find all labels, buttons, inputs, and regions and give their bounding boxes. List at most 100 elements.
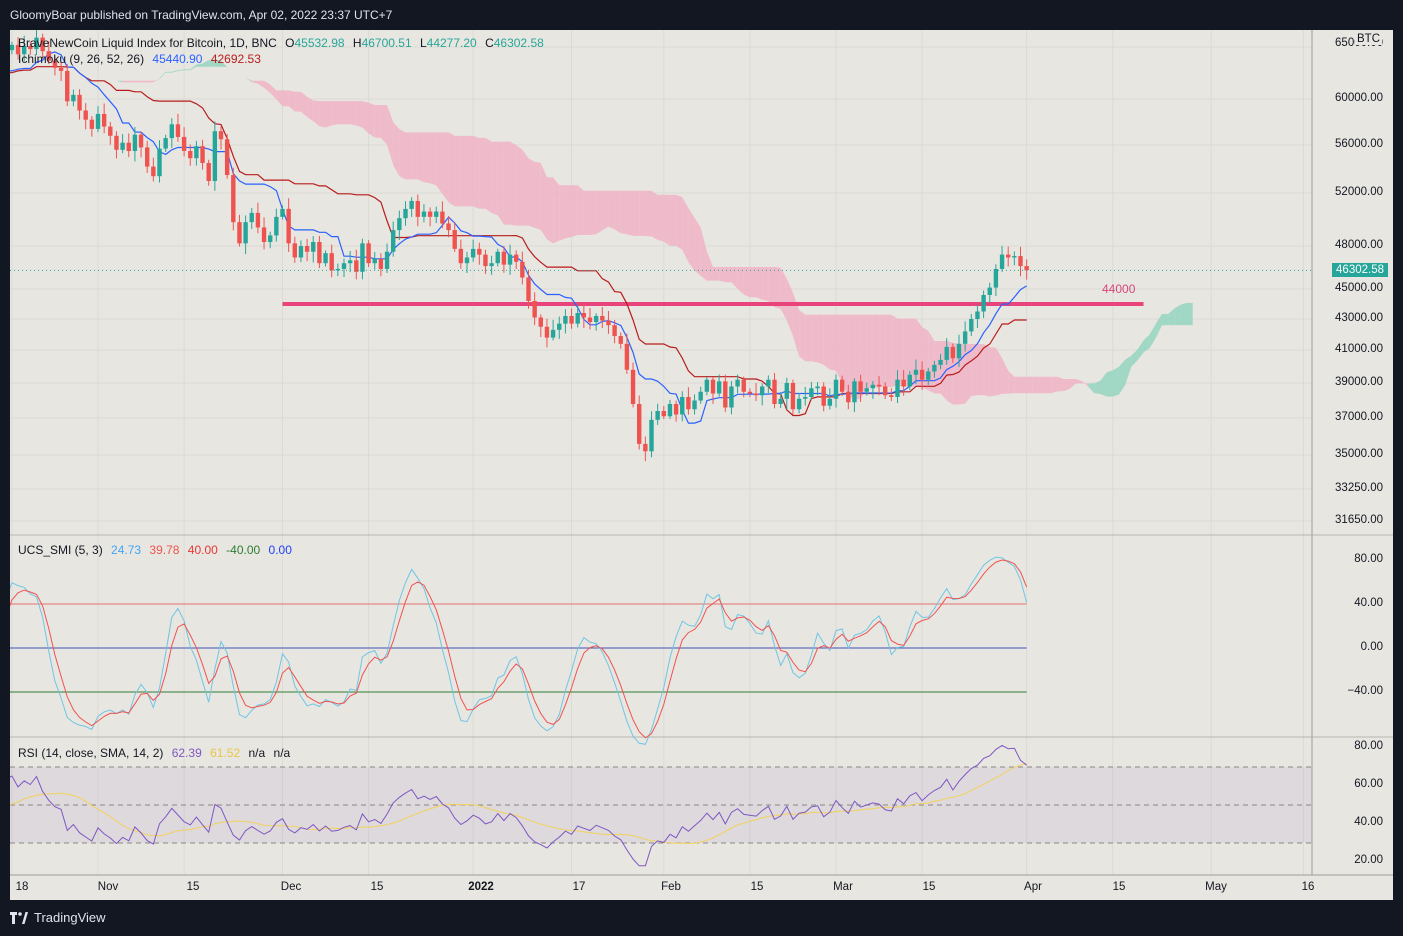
candle-body-186 — [1018, 256, 1023, 267]
y-tick-45000: 45000.00 — [1335, 282, 1383, 294]
kumo-segment-88 — [577, 185, 584, 235]
candle-body-147 — [778, 398, 783, 404]
legend-close: 46302.58 — [493, 36, 544, 50]
kumo-segment-158 — [1008, 370, 1015, 394]
kumo-segment-60 — [405, 132, 412, 180]
candle-body-87 — [409, 200, 414, 209]
kumo-segment-70 — [467, 135, 474, 207]
kumo-segment-56 — [380, 104, 388, 145]
candle-body-46 — [157, 148, 162, 177]
candle-body-45 — [151, 166, 156, 177]
candle-body-113 — [569, 316, 574, 324]
candle-body-159 — [852, 381, 857, 403]
kumo-segment-63 — [423, 132, 431, 184]
kumo-segment-82 — [540, 162, 547, 240]
kumo-segment-40 — [282, 90, 289, 107]
kumo-segment-137 — [879, 314, 886, 388]
candle-body-138 — [723, 381, 728, 408]
candle-body-30 — [58, 67, 64, 71]
candle-body-165 — [889, 395, 894, 397]
candle-body-174 — [944, 346, 949, 360]
kumo-segment-104 — [676, 194, 683, 250]
kumo-segment-117 — [756, 267, 763, 300]
x-tick-may: May — [1205, 881, 1227, 893]
kumo-segment-155 — [989, 347, 996, 397]
candle-body-169 — [913, 369, 919, 375]
kumo-segment-71 — [473, 135, 480, 209]
legend-main[interactable]: BraveNewCoin Liquid Index for Bitcoin, 1… — [18, 36, 549, 50]
chart-canvas[interactable] — [10, 30, 1393, 900]
x-tick-nov: Nov — [97, 881, 119, 893]
kumo-segment-181 — [1149, 323, 1156, 349]
smi-tick-0: 0.00 — [1360, 641, 1383, 653]
rsi-tick-40: 40.00 — [1354, 816, 1383, 828]
candle-body-120 — [612, 325, 617, 337]
candle-body-59 — [237, 222, 242, 244]
x-tick-apr-15: 15 — [1112, 881, 1126, 893]
kumo-segment-45 — [313, 100, 320, 127]
kumo-segment-28 — [208, 59, 215, 67]
kumo-segment-166 — [1057, 376, 1064, 392]
candle-body-50 — [181, 136, 187, 151]
kumo-segment-50 — [344, 101, 351, 125]
candle-body-78 — [354, 260, 359, 272]
kumo-segment-42 — [294, 91, 301, 112]
candle-body-98 — [477, 248, 482, 255]
kumo-segment-23 — [177, 69, 185, 71]
legend-rsi[interactable]: RSI (14, close, SMA, 14, 2) 62.39 61.52 … — [18, 746, 295, 760]
candle-body-91 — [434, 211, 439, 217]
kumo-segment-65 — [436, 132, 443, 195]
kumo-segment-159 — [1014, 376, 1021, 394]
candle-body-103 — [507, 254, 513, 265]
candle-body-96 — [464, 257, 470, 264]
candle-body-153 — [815, 386, 820, 389]
kumo-segment-170 — [1082, 381, 1089, 387]
candle-body-175 — [950, 346, 956, 359]
candle-body-149 — [790, 383, 796, 410]
candle-body-22 — [10, 44, 15, 51]
kumo-segment-175 — [1112, 366, 1119, 397]
kumo-segment-121 — [780, 267, 787, 321]
candle-body-111 — [557, 323, 562, 330]
candle-body-23 — [15, 44, 21, 55]
candle-body-180 — [981, 295, 986, 312]
candle-body-150 — [796, 398, 802, 410]
candle-body-83 — [384, 251, 390, 269]
rsi-tick-60: 60.00 — [1354, 778, 1383, 790]
kumo-segment-180 — [1143, 334, 1150, 353]
currency-label: BTC — [1355, 33, 1382, 45]
chart-area[interactable]: BraveNewCoin Liquid Index for Bitcoin, 1… — [10, 30, 1393, 900]
kumo-segment-21 — [165, 71, 172, 73]
candle-body-44 — [145, 147, 150, 167]
candle-body-109 — [544, 326, 550, 338]
kumo-segment-107 — [694, 217, 701, 276]
candle-body-110 — [550, 329, 556, 338]
x-tick-2022: 2022 — [468, 881, 494, 893]
kumo-segment-39 — [276, 90, 283, 107]
kumo-segment-133 — [854, 314, 861, 400]
candle-body-143 — [753, 393, 759, 396]
candle-body-26 — [34, 37, 39, 50]
legend-smi[interactable]: UCS_SMI (5, 3) 24.73 39.78 40.00 -40.00 … — [18, 543, 297, 557]
candle-body-114 — [575, 313, 580, 324]
candle-body-151 — [803, 397, 808, 399]
candle-body-119 — [606, 320, 611, 326]
kumo-segment-73 — [485, 137, 492, 214]
candle-body-144 — [760, 386, 765, 396]
candle-body-84 — [391, 230, 396, 252]
candle-body-127 — [655, 411, 660, 420]
candle-body-183 — [999, 254, 1005, 269]
y-tick-56000: 56000.00 — [1335, 138, 1383, 150]
candle-body-43 — [138, 134, 144, 148]
kumo-segment-135 — [866, 314, 873, 389]
legend-ichimoku[interactable]: Ichimoku (9, 26, 52, 26) 45440.90 42692.… — [18, 52, 266, 66]
kumo-segment-123 — [792, 292, 800, 357]
kumo-segment-15 — [128, 80, 135, 83]
kumo-segment-79 — [522, 149, 529, 226]
kumo-segment-112 — [725, 267, 732, 283]
candle-body-102 — [501, 251, 507, 265]
candle-body-115 — [581, 313, 587, 318]
candle-body-145 — [766, 379, 771, 387]
candle-body-62 — [255, 212, 261, 228]
x-tick-dec-15: 15 — [370, 881, 384, 893]
